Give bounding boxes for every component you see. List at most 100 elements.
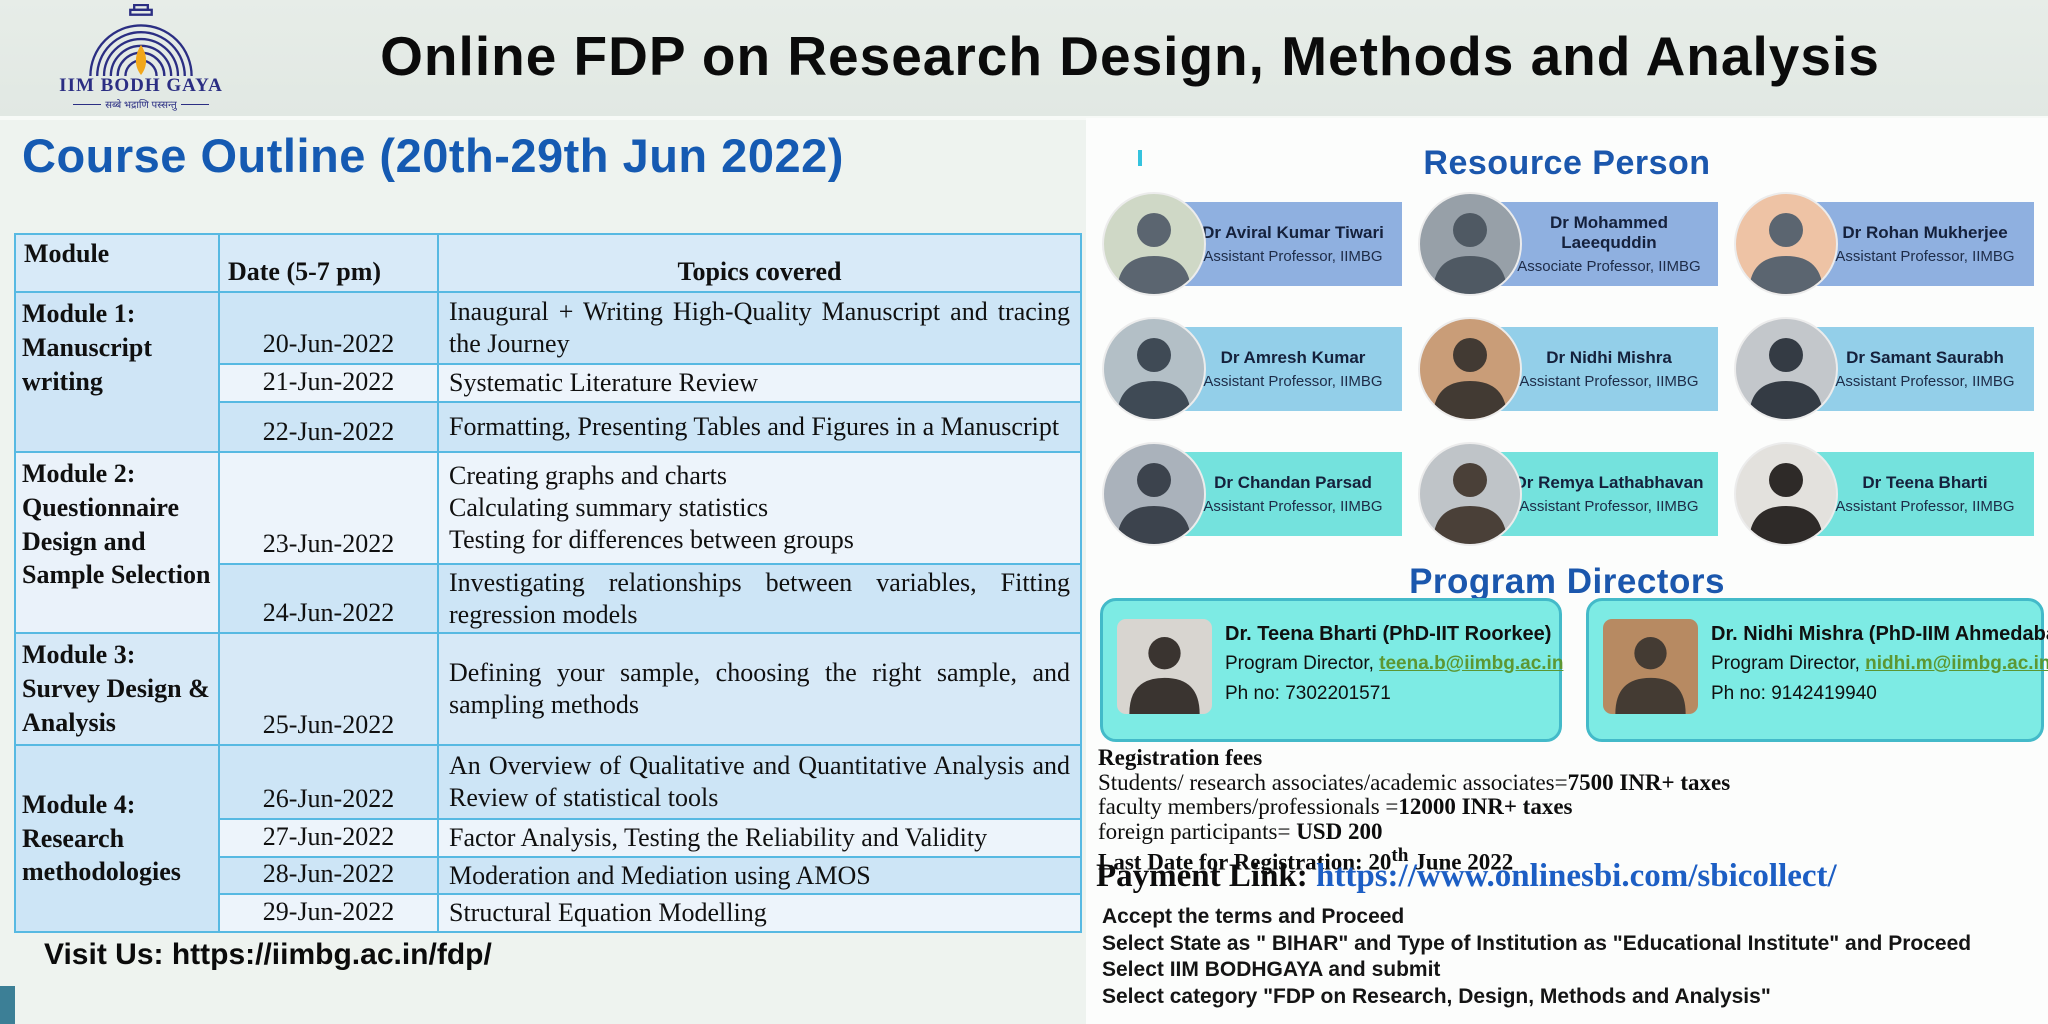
person-silhouette-icon — [1615, 637, 1686, 714]
logo-motto: सब्बे भद्राणि पस्सन्तु — [56, 97, 226, 111]
topic-cell: Investigating relationships between vari… — [437, 562, 1082, 635]
poster-title: Online FDP on Research Design, Methods a… — [380, 25, 1880, 87]
date-cell: 26-Jun-2022 — [218, 743, 439, 820]
payment-step: Select IIM BODHGAYA and submit — [1102, 958, 1441, 981]
person-card: Dr Remya Lathabhavan Assistant Professor… — [1418, 438, 1726, 563]
stupa-logo-icon — [89, 4, 193, 76]
resource-person-heading: Resource Person — [1423, 144, 1711, 182]
date-cell: 29-Jun-2022 — [218, 893, 439, 934]
visit-us-link[interactable]: Visit Us: https://iimbg.ac.in/fdp/ — [44, 938, 492, 971]
director-name: Dr. Nidhi Mishra (PhD-IIM Ahmedabad) — [1711, 623, 2048, 645]
director-role-label: Program Director, — [1711, 653, 1866, 674]
course-outline-title: Course Outline (20th-29th Jun 2022) — [22, 129, 844, 182]
payment-label: Payment Link: — [1096, 858, 1317, 894]
last-date-sup: th — [1391, 845, 1409, 866]
person-photo — [1102, 317, 1206, 421]
person-title: Assistant Professor, IIMBG — [1835, 498, 2015, 515]
registration-fees-block: Registration fees Students/ research ass… — [1098, 745, 2028, 875]
payment-step: Accept the terms and Proceed — [1102, 905, 1405, 928]
director-email-link[interactable]: teena.b@iimbg.ac.in — [1379, 653, 1564, 674]
person-photo — [1734, 317, 1838, 421]
person-card: Dr Rohan Mukherjee Assistant Professor, … — [1734, 188, 2042, 313]
module-2-cell: Module 2: Questionnaire Design and Sampl… — [14, 450, 220, 635]
last-date-line: Last Date for Registration: 20th June 20… — [1098, 844, 2028, 875]
person-card: Dr Mohammed Laeequddin Associate Profess… — [1418, 188, 1726, 313]
date-cell: 24-Jun-2022 — [218, 562, 439, 635]
fees-value: 12000 INR+ taxes — [1398, 794, 1573, 819]
topic-cell: Inaugural + Writing High-Quality Manuscr… — [437, 291, 1082, 365]
person-name: Dr Aviral Kumar Tiwari — [1202, 223, 1384, 242]
person-title: Assistant Professor, IIMBG — [1519, 373, 1699, 390]
person-silhouette-icon — [1433, 338, 1507, 419]
person-name: Dr Amresh Kumar — [1220, 348, 1366, 367]
header-bar: IIM BODH GAYA सब्बे भद्राणि पस्सन्तु Onl… — [0, 0, 2048, 120]
topic-cell: Defining your sample, choosing the right… — [437, 632, 1082, 746]
director-role-label: Program Director, — [1225, 653, 1380, 674]
resource-person-grid: Dr Aviral Kumar Tiwari Assistant Profess… — [1102, 188, 2042, 563]
corner-accent — [0, 986, 15, 1024]
person-title: Assistant Professor, IIMBG — [1519, 498, 1699, 515]
fees-label: foreign participants= — [1098, 818, 1297, 844]
person-name: Dr Mohammed Laeequddin — [1549, 213, 1669, 252]
director-role: Program Director, nidhi.m@iimbg.ac.in — [1711, 649, 2048, 679]
date-cell: 28-Jun-2022 — [218, 855, 439, 896]
person-name: Dr Samant Saurabh — [1846, 348, 2004, 367]
last-date-suffix: June 2022 — [1408, 849, 1514, 875]
director-email-link[interactable]: nidhi.m@iimbg.ac.in — [1865, 653, 2048, 674]
fees-line: Students/ research associates/academic a… — [1098, 769, 2028, 796]
person-photo — [1418, 192, 1522, 296]
person-silhouette-icon — [1129, 637, 1200, 714]
date-cell: 20-Jun-2022 — [218, 291, 439, 365]
person-card: Dr Chandan Parsad Assistant Professor, I… — [1102, 438, 1410, 563]
director-photo — [1603, 619, 1698, 714]
topic-cell: Factor Analysis, Testing the Reliability… — [437, 817, 1082, 858]
col-header-topics: Topics covered — [437, 233, 1082, 293]
topic-cell: An Overview of Qualitative and Quantitat… — [437, 743, 1082, 820]
fees-heading: Registration fees — [1098, 745, 1263, 770]
module-1-cell: Module 1: Manuscript writing — [14, 291, 220, 453]
person-title: Assistant Professor, IIMBG — [1835, 373, 2015, 390]
director-photo — [1117, 619, 1212, 714]
date-cell: 27-Jun-2022 — [218, 817, 439, 858]
person-photo — [1734, 442, 1838, 546]
date-cell: 21-Jun-2022 — [218, 363, 439, 403]
module-4-cell: Module 4: Research methodologies — [14, 743, 220, 934]
program-directors-heading: Program Directors — [1409, 562, 1725, 601]
payment-step: Select category "FDP on Research, Design… — [1102, 984, 1771, 1008]
person-silhouette-icon — [1117, 463, 1191, 544]
director-info: Dr. Teena Bharti (PhD-IIT Roorkee) Progr… — [1225, 619, 1563, 709]
director-phone: Ph no: 9142419940 — [1711, 683, 1877, 704]
person-title: Assistant Professor, IIMBG — [1203, 373, 1383, 390]
payment-url-link[interactable]: https://www.onlinesbi.com/sbicollect/ — [1316, 858, 1837, 894]
fees-value: 7500 INR+ taxes — [1567, 769, 1731, 795]
cursor-accent — [1138, 150, 1142, 166]
flame-icon — [135, 44, 147, 76]
person-title: Associate Professor, IIMBG — [1517, 258, 1701, 275]
director-role: Program Director, teena.b@iimbg.ac.in — [1225, 649, 1563, 679]
date-cell: 22-Jun-2022 — [218, 401, 439, 453]
person-silhouette-icon — [1433, 463, 1507, 544]
person-silhouette-icon — [1117, 338, 1191, 419]
person-card: Dr Nidhi Mishra Assistant Professor, IIM… — [1418, 313, 1726, 438]
col-header-date: Date (5-7 pm) — [218, 233, 439, 293]
person-card: Dr Aviral Kumar Tiwari Assistant Profess… — [1102, 188, 1410, 313]
date-cell: 23-Jun-2022 — [218, 451, 439, 565]
director-card: Dr. Teena Bharti (PhD-IIT Roorkee) Progr… — [1100, 598, 1563, 742]
person-name: Dr Nidhi Mishra — [1546, 348, 1672, 367]
topic-cell: Formatting, Presenting Tables and Figure… — [437, 401, 1082, 453]
person-photo — [1418, 317, 1522, 421]
person-silhouette-icon — [1749, 463, 1823, 544]
person-name: Dr Chandan Parsad — [1214, 473, 1372, 492]
person-silhouette-icon — [1749, 213, 1823, 294]
person-card: Dr Samant Saurabh Assistant Professor, I… — [1734, 313, 2042, 438]
person-photo — [1102, 192, 1206, 296]
person-silhouette-icon — [1117, 213, 1191, 294]
course-outline-table: Module Date (5-7 pm) Topics covered Modu… — [14, 233, 1082, 934]
director-name: Dr. Teena Bharti (PhD-IIT Roorkee) — [1225, 623, 1552, 645]
person-card: Dr Amresh Kumar Assistant Professor, IIM… — [1102, 313, 1410, 438]
person-title: Assistant Professor, IIMBG — [1203, 498, 1383, 515]
person-title: Assistant Professor, IIMBG — [1203, 248, 1383, 265]
logo-name: IIM BODH GAYA — [59, 75, 223, 96]
person-name: Dr Teena Bharti — [1862, 473, 1988, 492]
col-header-module: Module — [14, 233, 220, 293]
